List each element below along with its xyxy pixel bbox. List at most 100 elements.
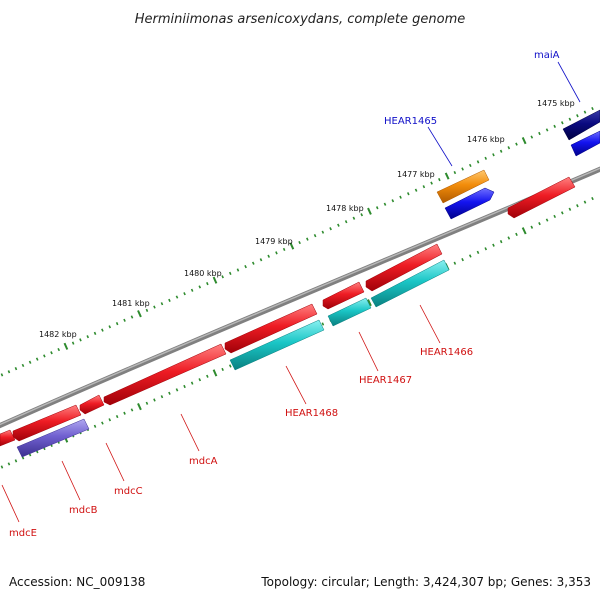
label-HEAR1465[interactable]: HEAR1465 bbox=[384, 116, 437, 127]
outer-scale-minor-tick bbox=[438, 177, 441, 182]
genome-summary-text: Topology: circular; Length: 3,424,307 bp… bbox=[260, 575, 591, 589]
label-HEAR1468[interactable]: HEAR1468 bbox=[285, 408, 338, 419]
gene-maiA[interactable] bbox=[562, 109, 600, 141]
outer-scale-minor-tick bbox=[43, 354, 46, 358]
outer-scale-minor-tick bbox=[583, 110, 587, 114]
outer-scale bbox=[0, 106, 594, 377]
inner-scale-minor-tick bbox=[175, 388, 179, 392]
leader-HEAR1466 bbox=[419, 304, 441, 344]
outer-scale-major-tick bbox=[137, 310, 142, 318]
inner-scale-minor-tick bbox=[507, 236, 511, 240]
inner-scale-minor-tick bbox=[576, 204, 579, 208]
leader-HEAR1468 bbox=[285, 365, 307, 405]
outer-scale-minor-tick bbox=[79, 338, 82, 342]
outer-scale-minor-tick bbox=[108, 325, 112, 329]
tick-label-1479: 1479 kbp bbox=[255, 237, 293, 246]
accession-text: Accession: NC_009138 bbox=[9, 575, 145, 589]
label-mdcB[interactable]: mdcB bbox=[69, 505, 98, 516]
outer-scale-minor-tick bbox=[321, 230, 325, 234]
outer-scale-minor-tick bbox=[198, 285, 202, 289]
inner-scale-minor-tick bbox=[130, 408, 134, 412]
outer-scale-minor-tick bbox=[93, 331, 97, 336]
tick-label-1476: 1476 kbp bbox=[467, 135, 505, 144]
outer-scale-minor-tick bbox=[461, 167, 464, 171]
gene-mdcA[interactable] bbox=[103, 343, 227, 406]
outer-scale-minor-tick bbox=[244, 264, 247, 269]
gene-HEAR1467[interactable] bbox=[327, 297, 372, 327]
inner-scale-minor-tick bbox=[115, 414, 119, 419]
gene-HEAR1467-red[interactable] bbox=[322, 281, 365, 310]
inner-scale-minor-tick bbox=[321, 322, 325, 326]
map-title: Herminiimonas arsenicoxydans, complete g… bbox=[135, 12, 465, 27]
inner-scale-minor-tick bbox=[198, 378, 202, 382]
gene-HEAR1466-red[interactable] bbox=[365, 243, 443, 292]
inner-scale-major-tick bbox=[137, 402, 142, 411]
label-mdcA[interactable]: mdcA bbox=[189, 456, 218, 467]
outer-scale-minor-tick bbox=[530, 135, 534, 139]
outer-scale-minor-tick bbox=[14, 366, 18, 371]
label-HEAR1467[interactable]: HEAR1467 bbox=[359, 375, 412, 386]
outer-scale-minor-tick bbox=[306, 237, 309, 241]
outer-scale-minor-tick bbox=[484, 156, 488, 160]
leader-mdcC bbox=[105, 442, 125, 482]
inner-scale-minor-tick bbox=[545, 218, 549, 222]
inner-scale-minor-tick bbox=[183, 384, 186, 389]
inner-scale-minor-tick bbox=[461, 257, 464, 262]
outer-scale-minor-tick bbox=[313, 233, 317, 238]
inner-scale-minor-tick bbox=[108, 418, 112, 422]
outer-scale-minor-tick bbox=[553, 124, 557, 128]
inner-scale-minor-tick bbox=[499, 239, 503, 244]
outer-scale-minor-tick bbox=[545, 128, 549, 132]
label-maiA[interactable]: maiA bbox=[534, 50, 560, 61]
leader-mdcA bbox=[180, 413, 200, 452]
tick-label-1481: 1481 kbp bbox=[112, 299, 150, 308]
outer-scale-minor-tick bbox=[7, 370, 11, 374]
inner-scale-minor-tick bbox=[530, 225, 534, 229]
gene-maiA-adjacent[interactable] bbox=[570, 130, 600, 157]
inner-scale-minor-tick bbox=[221, 367, 224, 372]
gene-HEAR1465[interactable] bbox=[444, 187, 495, 220]
outer-scale-major-tick bbox=[212, 276, 218, 284]
label-mdcC[interactable]: mdcC bbox=[114, 486, 143, 497]
outer-scale-minor-tick bbox=[183, 292, 186, 296]
gene-HEAR1468[interactable] bbox=[229, 319, 325, 371]
inner-scale-minor-tick bbox=[101, 421, 104, 425]
gene-HEAR1468-red[interactable] bbox=[224, 303, 318, 354]
gene-mdcC[interactable] bbox=[79, 394, 105, 415]
outer-scale-minor-tick bbox=[206, 281, 209, 286]
inner-scale-minor-tick bbox=[206, 374, 209, 378]
outer-scale-minor-tick bbox=[275, 251, 278, 255]
outer-scale-minor-tick bbox=[145, 308, 149, 313]
gene-mdcE[interactable] bbox=[0, 429, 16, 447]
label-HEAR1466[interactable]: HEAR1466 bbox=[420, 347, 473, 358]
outer-scale-minor-tick bbox=[153, 305, 156, 309]
outer-scale-minor-tick bbox=[476, 160, 480, 164]
outer-scale-minor-tick bbox=[430, 181, 433, 185]
outer-scale-minor-tick bbox=[591, 106, 594, 111]
outer-scale-minor-tick bbox=[344, 220, 348, 224]
outer-scale-minor-tick bbox=[391, 199, 395, 203]
outer-scale-minor-tick bbox=[35, 357, 39, 361]
outer-scale-minor-tick bbox=[71, 341, 75, 345]
gene-HEAR1466[interactable] bbox=[370, 259, 450, 308]
gene-mdcB[interactable] bbox=[16, 418, 90, 458]
outer-scale-minor-tick bbox=[228, 271, 232, 276]
outer-scale-minor-tick bbox=[86, 335, 90, 339]
gene-red-1[interactable] bbox=[507, 176, 576, 219]
outer-scale-minor-tick bbox=[352, 216, 356, 220]
inner-scale-minor-tick bbox=[476, 250, 480, 255]
inner-scale-minor-tick bbox=[560, 211, 564, 215]
outer-scale-minor-tick bbox=[375, 206, 379, 210]
inner-scale-minor-tick bbox=[14, 459, 18, 463]
gene-HEAR1465-orange[interactable] bbox=[436, 169, 490, 204]
outer-scale-minor-tick bbox=[168, 298, 171, 303]
outer-scale-minor-tick bbox=[406, 192, 410, 196]
outer-scale-minor-tick bbox=[383, 202, 387, 206]
outer-scale-minor-tick bbox=[298, 240, 301, 245]
outer-scale-minor-tick bbox=[515, 142, 518, 146]
inner-scale-major-tick bbox=[367, 299, 372, 307]
outer-scale-minor-tick bbox=[492, 153, 495, 157]
outer-scale-minor-tick bbox=[236, 268, 240, 272]
label-mdcE[interactable]: mdcE bbox=[9, 528, 37, 539]
outer-scale-minor-tick bbox=[453, 170, 457, 175]
